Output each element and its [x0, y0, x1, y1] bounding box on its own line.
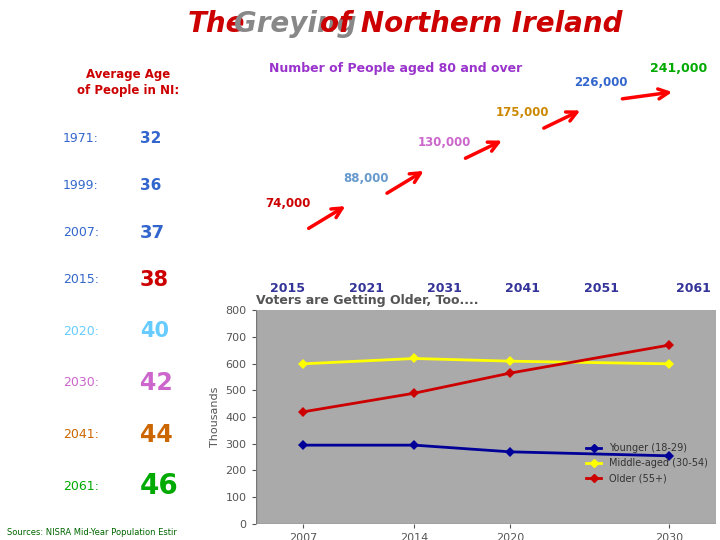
Text: 40: 40: [140, 321, 169, 341]
Text: Greying: Greying: [234, 10, 356, 38]
Text: 37: 37: [140, 224, 165, 241]
Text: 74,000: 74,000: [265, 197, 310, 210]
Text: 2041: 2041: [505, 282, 541, 295]
Text: 32: 32: [140, 131, 161, 146]
Text: 46: 46: [140, 472, 179, 500]
Text: 241,000: 241,000: [650, 62, 707, 75]
Text: 2031: 2031: [427, 282, 462, 295]
Text: 2007:: 2007:: [63, 226, 99, 239]
Text: 44: 44: [140, 422, 173, 447]
Text: 175,000: 175,000: [496, 106, 549, 119]
Text: 2030:: 2030:: [63, 376, 99, 389]
Text: 2041:: 2041:: [63, 428, 99, 441]
Text: The: The: [187, 10, 245, 38]
Text: Average Age
of People in NI:: Average Age of People in NI:: [76, 68, 179, 97]
Text: 1971:: 1971:: [63, 132, 99, 145]
Text: 1999:: 1999:: [63, 179, 99, 192]
Text: 2061: 2061: [676, 282, 711, 295]
Text: 130,000: 130,000: [418, 137, 471, 150]
Legend: Younger (18-29), Middle-aged (30-54), Older (55+): Younger (18-29), Middle-aged (30-54), Ol…: [582, 440, 711, 487]
Text: 2015:: 2015:: [63, 273, 99, 286]
Text: 226,000: 226,000: [575, 76, 628, 89]
Text: Voters are Getting Older, Too....: Voters are Getting Older, Too....: [256, 294, 478, 307]
Text: 2061:: 2061:: [63, 480, 99, 492]
Text: of Northern Ireland: of Northern Ireland: [320, 10, 623, 38]
Text: 2051: 2051: [584, 282, 618, 295]
Text: 88,000: 88,000: [343, 172, 389, 185]
Text: 2020:: 2020:: [63, 325, 99, 338]
Text: Sources: NISRA Mid-Year Population Estir: Sources: NISRA Mid-Year Population Estir: [7, 528, 177, 537]
Text: 2015: 2015: [270, 282, 305, 295]
Text: Number of People aged 80 and over: Number of People aged 80 and over: [269, 62, 523, 75]
Text: 38: 38: [140, 269, 169, 289]
Y-axis label: Thousands: Thousands: [210, 387, 220, 447]
Text: 36: 36: [140, 178, 161, 193]
Text: 2021: 2021: [348, 282, 384, 295]
Text: 42: 42: [140, 371, 173, 395]
